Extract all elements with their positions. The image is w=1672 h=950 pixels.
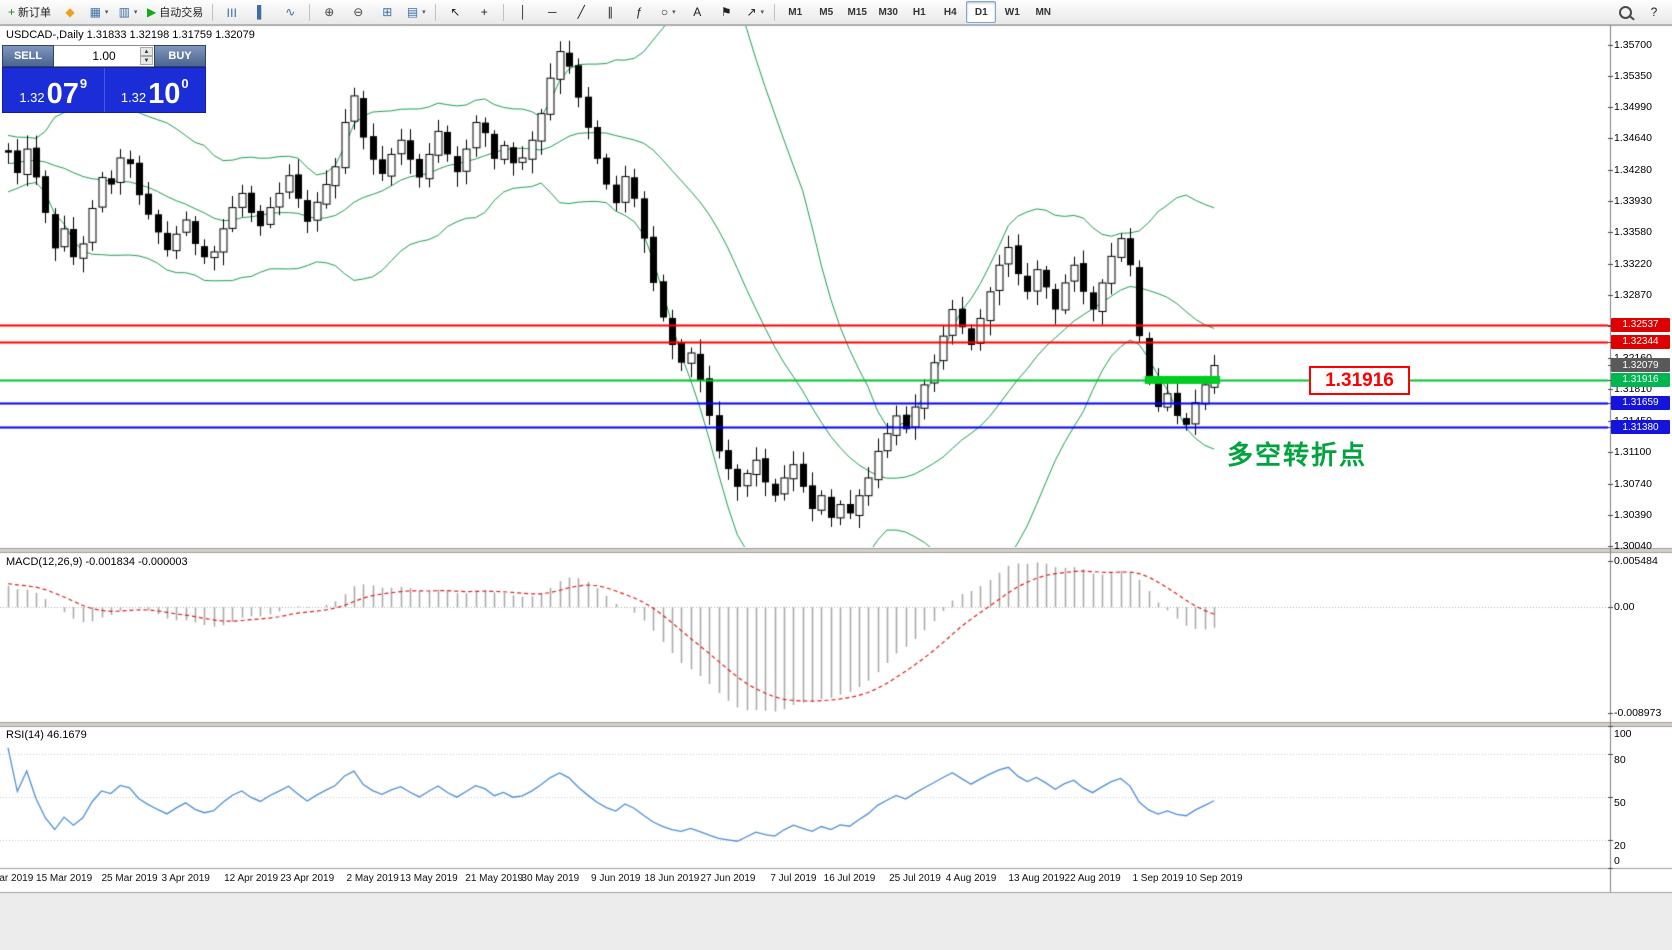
zoom-in-button[interactable]: ⊕: [315, 1, 343, 23]
chevron-down-icon: ▾: [422, 9, 426, 16]
sell-price-pip: 9: [79, 76, 88, 91]
sell-button[interactable]: SELL: [2, 45, 54, 67]
timeframe-mn-button[interactable]: MN: [1035, 6, 1052, 18]
tile-windows-icon: ⊞: [382, 5, 393, 19]
zoom-out-button[interactable]: ⊖: [344, 1, 372, 23]
new-chart-button[interactable]: ▦ ▾: [85, 1, 113, 23]
rsi-indicator-title: RSI(14) 46.1679: [6, 729, 87, 741]
price-level-annotation-box[interactable]: 1.31916: [1309, 366, 1410, 395]
macd-indicator-title: MACD(12,26,9) -0.001834 -0.000003: [6, 556, 188, 568]
help-icon: ?: [1650, 5, 1658, 19]
shapes-button[interactable]: ○ ▾: [654, 1, 682, 23]
cursor-icon: ↖: [450, 5, 461, 19]
buy-button[interactable]: BUY: [154, 45, 206, 67]
chevron-down-icon: ▾: [672, 9, 676, 16]
sell-price-big: 07: [46, 78, 79, 111]
vertical-line-icon: │: [519, 5, 528, 19]
new-order-label: 新订单: [18, 7, 52, 19]
timeframe-m5-button[interactable]: M5: [819, 6, 834, 18]
volume-value: 1.00: [92, 49, 116, 63]
bar-chart-button[interactable]: |||: [218, 1, 246, 23]
shapes-icon: ○: [660, 5, 669, 19]
trendline-icon: ╱: [577, 5, 585, 19]
toolbar-separator: [212, 3, 214, 21]
candle-chart-button[interactable]: ▌: [247, 1, 275, 23]
zoom-out-icon: ⊖: [353, 5, 364, 19]
timeframe-d1-button[interactable]: D1: [966, 1, 997, 23]
crosshair-button[interactable]: +: [470, 1, 498, 23]
new-order-icon: +: [8, 5, 16, 19]
search-button[interactable]: [1611, 1, 1639, 23]
volume-stepper[interactable]: ▲ ▼: [140, 47, 153, 65]
label-icon: ⚑: [720, 5, 732, 19]
help-button[interactable]: ?: [1640, 1, 1668, 23]
vertical-line-button[interactable]: │: [509, 1, 537, 23]
toolbar-separator: [503, 3, 505, 21]
fibonacci-icon: ƒ: [635, 5, 643, 19]
line-chart-button[interactable]: ∿: [276, 1, 304, 23]
auto-trading-button[interactable]: ▶ 自动交易: [143, 1, 207, 23]
buy-price-big: 10: [148, 78, 181, 111]
line-chart-icon: ∿: [285, 5, 296, 19]
label-button[interactable]: ⚑: [712, 1, 740, 23]
volume-input[interactable]: 1.00 ▲ ▼: [54, 45, 154, 67]
equidistant-channel-button[interactable]: ∥: [596, 1, 624, 23]
toolbar: + 新订单 ◆ ▦ ▾ ▥ ▾ ▶ 自动交易 ||| ▌ ∿ ⊕ ⊖ ⊞ ▤ ▾ ↖ + │ ─ ╱ ∥ ƒ ○ ▾ A ⚑ ↗ ▾ M1 M…: [0, 0, 1672, 25]
toolbar-separator: [774, 3, 776, 21]
sell-price[interactable]: 1.32 07 9: [3, 68, 105, 112]
arrange-windows-button[interactable]: ▤ ▾: [402, 1, 430, 23]
arrow-objects-button[interactable]: ↗ ▾: [741, 1, 769, 23]
horizontal-line-button[interactable]: ─: [538, 1, 566, 23]
timeframe-m1-button[interactable]: M1: [788, 6, 803, 18]
timeframe-w1-button[interactable]: W1: [1004, 6, 1020, 18]
volume-down-icon[interactable]: ▼: [140, 56, 153, 65]
text-button[interactable]: A: [683, 1, 711, 23]
chart-window-icon: ▦: [89, 5, 101, 19]
mql-market-button[interactable]: ◆: [56, 1, 84, 23]
cursor-button[interactable]: ↖: [441, 1, 469, 23]
arrow-objects-icon: ↗: [746, 5, 757, 19]
candlestick-icon: ▌: [256, 5, 266, 19]
volume-up-icon[interactable]: ▲: [140, 47, 153, 56]
buy-price-pip: 0: [181, 76, 189, 91]
timeframe-h1-button[interactable]: H1: [912, 6, 926, 18]
diamond-icon: ◆: [65, 5, 75, 19]
chevron-down-icon: ▾: [133, 9, 138, 16]
fibonacci-button[interactable]: ƒ: [625, 1, 653, 23]
one-click-trade-panel: SELL 1.00 ▲ ▼ BUY 1.32 07 9 1.32 10 0: [2, 45, 206, 113]
profiles-button[interactable]: ▥ ▾: [114, 1, 142, 23]
timeframe-m30-button[interactable]: M30: [878, 6, 898, 18]
timeframe-m15-button[interactable]: M15: [847, 6, 867, 18]
buy-price-prefix: 1.32: [120, 90, 147, 105]
chevron-down-icon: ▾: [760, 9, 765, 16]
toolbar-separator: [435, 3, 437, 21]
bar-chart-icon: |||: [226, 6, 238, 17]
trendline-button[interactable]: ╱: [567, 1, 595, 23]
channel-icon: ∥: [607, 5, 614, 19]
tile-windows-button[interactable]: ⊞: [373, 1, 401, 23]
profiles-icon: ▥: [118, 5, 130, 19]
crosshair-icon: +: [480, 5, 488, 19]
text-icon: A: [693, 5, 702, 19]
auto-trading-label: 自动交易: [159, 7, 204, 19]
buy-price[interactable]: 1.32 10 0: [105, 68, 206, 112]
timeframe-h4-button[interactable]: H4: [943, 6, 957, 18]
autotrade-play-icon: ▶: [147, 5, 157, 19]
sell-price-prefix: 1.32: [19, 90, 45, 105]
new-order-button[interactable]: + 新订单: [4, 1, 55, 23]
search-icon: [1618, 5, 1632, 19]
chart-symbol-ohlc-title: USDCAD-,Daily 1.31833 1.32198 1.31759 1.…: [6, 29, 255, 41]
horizontal-line-icon: ─: [547, 5, 557, 19]
chevron-down-icon: ▾: [104, 9, 109, 16]
toolbar-separator: [309, 3, 311, 21]
arrange-icon: ▤: [406, 5, 419, 19]
turning-point-annotation[interactable]: 多空转折点: [1227, 440, 1368, 470]
zoom-in-icon: ⊕: [324, 5, 335, 19]
